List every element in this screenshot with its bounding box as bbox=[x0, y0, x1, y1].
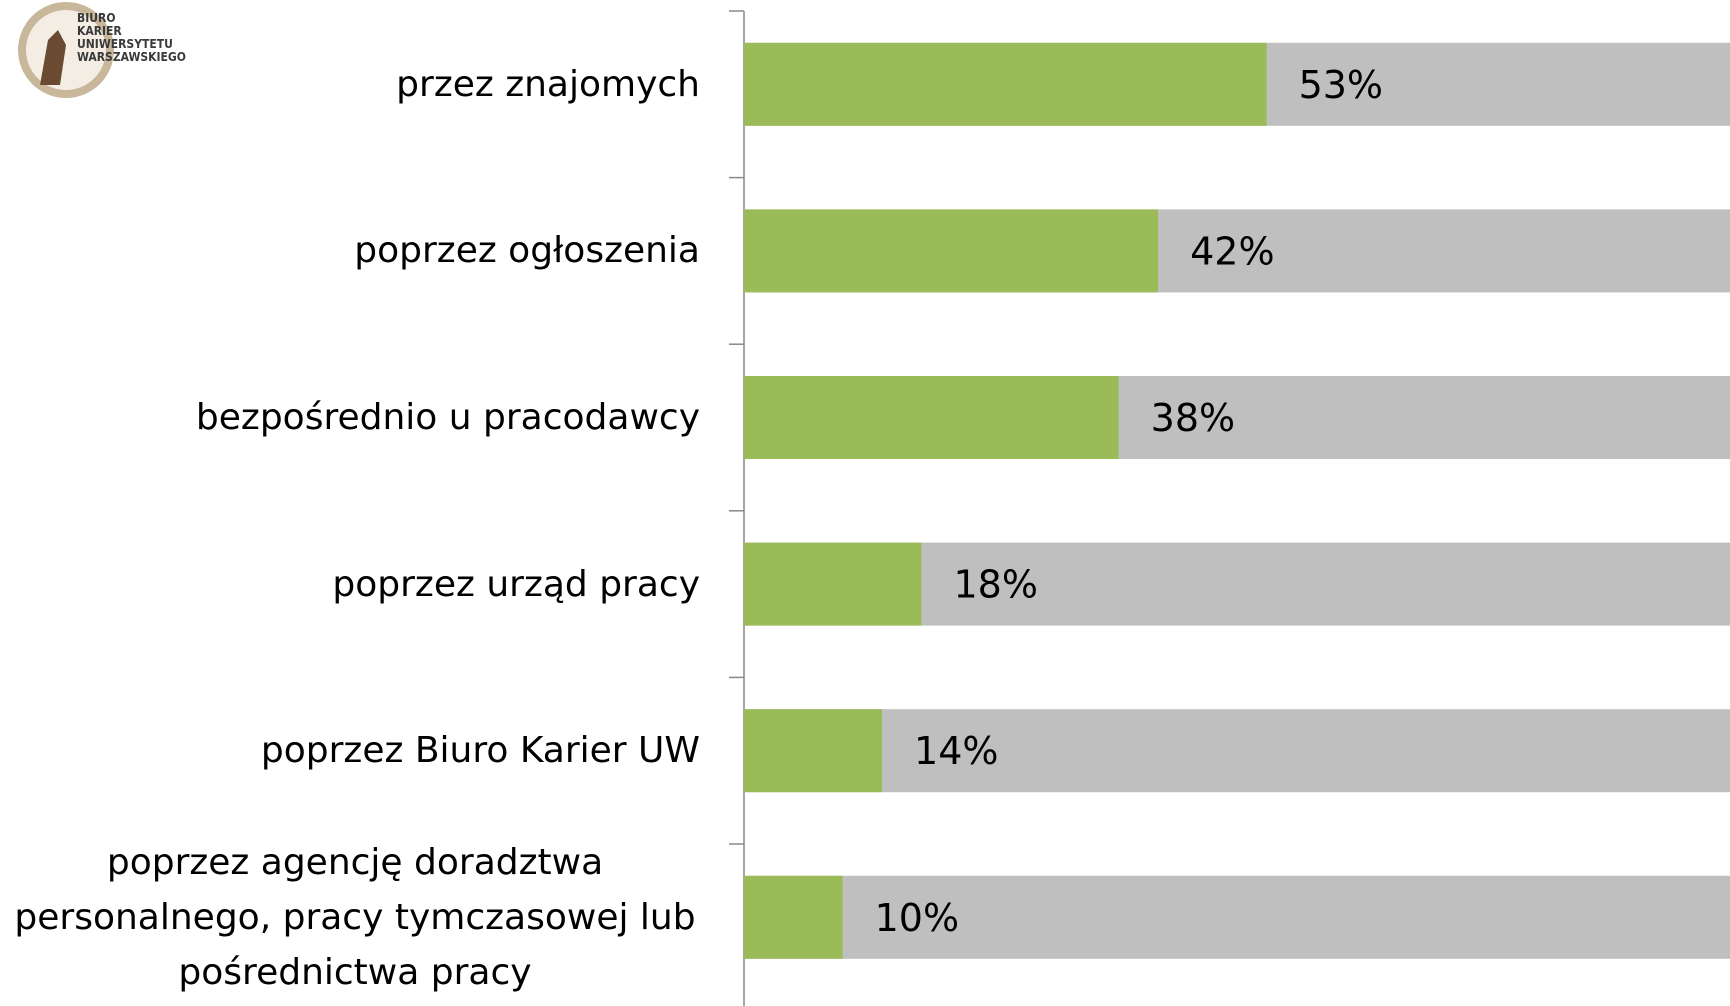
value-label: 38% bbox=[1151, 396, 1235, 440]
value-label: 14% bbox=[914, 729, 998, 773]
bar bbox=[744, 376, 1119, 459]
category-label-box: poprzez agencję doradztwa personalnego, … bbox=[0, 832, 700, 1002]
bar bbox=[744, 209, 1159, 293]
category-label-box: bezpośrednio u pracodawcy bbox=[0, 333, 700, 503]
bar bbox=[744, 542, 922, 626]
category-label: poprzez agencję doradztwa personalnego, … bbox=[14, 841, 696, 993]
value-label: 42% bbox=[1190, 229, 1274, 273]
category-label: poprzez ogłoszenia bbox=[354, 230, 700, 272]
logo: BIURO KARIER UNIWERSYTETU WARSZAWSKIEGO bbox=[18, 2, 186, 98]
bar-track bbox=[744, 875, 1730, 959]
category-label: bezpośrednio u pracodawcy bbox=[195, 397, 700, 438]
category-label: przez znajomych bbox=[396, 63, 700, 105]
bar-track bbox=[744, 709, 1730, 793]
value-label: 18% bbox=[953, 563, 1037, 607]
bar bbox=[744, 42, 1267, 126]
category-label-box: poprzez ogłoszenia bbox=[0, 166, 700, 336]
value-label: 53% bbox=[1299, 63, 1383, 107]
category-label-box: poprzez urząd pracy bbox=[0, 499, 700, 669]
category-label-box: przez znajomych bbox=[0, 0, 700, 169]
category-label-box: poprzez Biuro Karier UW bbox=[0, 666, 700, 836]
logo-figure bbox=[40, 30, 66, 85]
category-label: poprzez Biuro Karier UW bbox=[260, 730, 700, 772]
category-label: poprzez urząd pracy bbox=[332, 563, 700, 605]
value-label: 10% bbox=[875, 896, 959, 940]
logo-line: UNIWERSYTETU bbox=[77, 37, 173, 51]
logo-line: KARIER bbox=[77, 24, 122, 38]
logo-line: WARSZAWSKIEGO bbox=[77, 50, 186, 64]
logo-line: BIURO bbox=[77, 11, 116, 25]
bar bbox=[744, 709, 883, 793]
bar bbox=[744, 875, 843, 959]
